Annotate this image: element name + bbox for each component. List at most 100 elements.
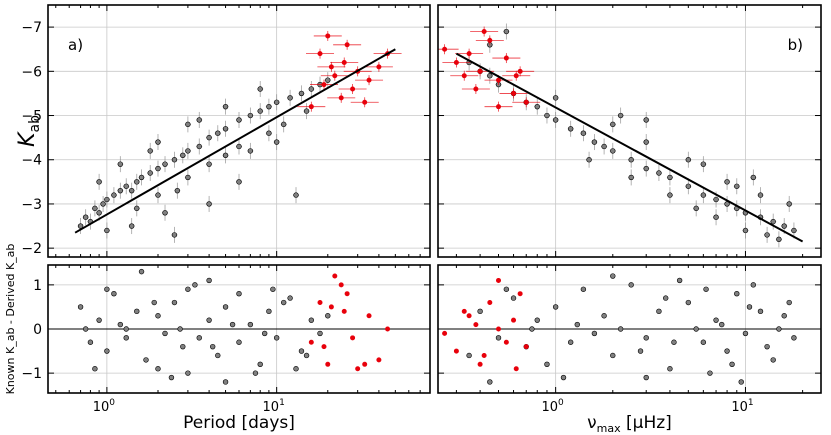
data-point xyxy=(742,330,749,337)
data-point xyxy=(162,210,168,216)
data-point xyxy=(786,299,792,306)
data-point xyxy=(781,223,787,229)
data-point xyxy=(503,28,510,35)
data-point xyxy=(671,339,677,345)
data-point xyxy=(206,201,212,207)
data-point xyxy=(92,205,98,212)
y-tick-label: −2 xyxy=(21,241,42,257)
data-point xyxy=(104,196,110,203)
data-point xyxy=(366,313,372,319)
data-point xyxy=(257,86,263,92)
plot-area xyxy=(48,268,430,385)
data-point xyxy=(517,291,523,297)
data-point xyxy=(185,370,191,376)
data-point xyxy=(586,157,592,163)
data-point xyxy=(222,152,229,159)
axes-frame xyxy=(437,4,822,258)
data-point xyxy=(781,313,787,319)
data-point xyxy=(643,139,649,145)
data-point xyxy=(503,286,510,292)
data-point xyxy=(776,326,782,332)
data-point xyxy=(270,286,276,292)
data-point xyxy=(376,357,382,363)
data-point xyxy=(685,157,692,163)
data-point xyxy=(293,192,299,198)
data-point xyxy=(134,308,140,315)
data-point xyxy=(96,179,102,185)
data-point xyxy=(236,117,242,123)
data-point xyxy=(495,335,502,341)
x-tick-label: 100 xyxy=(93,398,116,415)
data-point xyxy=(667,366,673,372)
data-point xyxy=(487,73,493,79)
data-point xyxy=(222,126,229,132)
data-point xyxy=(376,64,382,70)
data-point xyxy=(206,277,212,284)
data-point xyxy=(534,317,540,323)
axes-frame xyxy=(47,264,431,394)
y-tick-label: −5 xyxy=(21,109,42,125)
data-point xyxy=(591,330,598,337)
data-point xyxy=(667,174,673,181)
data-point xyxy=(196,143,202,150)
data-point xyxy=(750,282,757,288)
data-point xyxy=(487,300,493,306)
data-point xyxy=(685,299,692,306)
y-tick-label: −3 xyxy=(21,197,42,213)
panel-label: b) xyxy=(788,36,803,54)
data-point xyxy=(466,352,472,359)
data-point xyxy=(247,112,254,119)
data-point xyxy=(713,317,719,323)
y-tick-label: −1 xyxy=(21,366,42,382)
data-point xyxy=(308,317,315,323)
data-point xyxy=(685,183,692,189)
panel-label: a) xyxy=(68,36,83,54)
y-axis-label: Known K_ab - Derived K_ab xyxy=(4,244,17,395)
gridlines xyxy=(48,5,430,257)
data-point xyxy=(303,108,310,114)
data-point xyxy=(477,361,483,367)
data-point xyxy=(287,95,293,101)
data-point xyxy=(328,64,334,70)
data-point xyxy=(461,73,467,79)
data-point xyxy=(298,90,305,97)
data-point xyxy=(617,112,624,119)
data-point xyxy=(293,366,299,372)
data-point xyxy=(667,192,673,198)
data-point xyxy=(496,77,502,83)
data-point xyxy=(111,290,117,297)
data-point xyxy=(700,192,707,198)
data-point xyxy=(523,99,529,105)
plot-area xyxy=(438,273,821,385)
data-point xyxy=(628,282,634,288)
data-point xyxy=(770,357,776,363)
data-point xyxy=(776,236,782,243)
data-point xyxy=(461,308,467,314)
data-point xyxy=(215,130,221,136)
y-tick-label: 0 xyxy=(33,322,42,338)
data-point xyxy=(321,82,327,88)
data-point xyxy=(713,196,719,203)
series-red xyxy=(442,277,529,372)
data-point xyxy=(643,335,649,341)
data-point xyxy=(511,317,517,323)
data-point xyxy=(222,304,229,310)
data-point xyxy=(321,344,327,350)
data-point xyxy=(453,348,459,354)
axes-frame xyxy=(47,4,431,258)
data-point xyxy=(662,295,669,301)
series-bulk xyxy=(77,268,331,385)
data-point xyxy=(325,313,331,319)
gridlines xyxy=(438,5,821,257)
data-point xyxy=(477,308,483,315)
data-point xyxy=(104,286,110,292)
data-point xyxy=(155,366,161,372)
data-point xyxy=(341,308,347,314)
data-point xyxy=(560,374,567,381)
data-point xyxy=(82,326,89,332)
data-point xyxy=(487,37,493,43)
data-point xyxy=(328,304,334,310)
data-point xyxy=(496,277,502,283)
data-point xyxy=(510,295,517,301)
